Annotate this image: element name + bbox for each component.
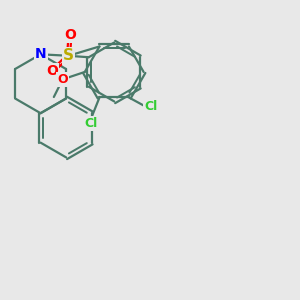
Text: N: N: [35, 47, 46, 61]
Text: Cl: Cl: [144, 100, 158, 113]
Text: Cl: Cl: [84, 117, 97, 130]
Text: S: S: [63, 48, 74, 63]
Text: O: O: [57, 73, 68, 86]
Text: O: O: [64, 28, 76, 42]
Text: O: O: [46, 64, 58, 78]
